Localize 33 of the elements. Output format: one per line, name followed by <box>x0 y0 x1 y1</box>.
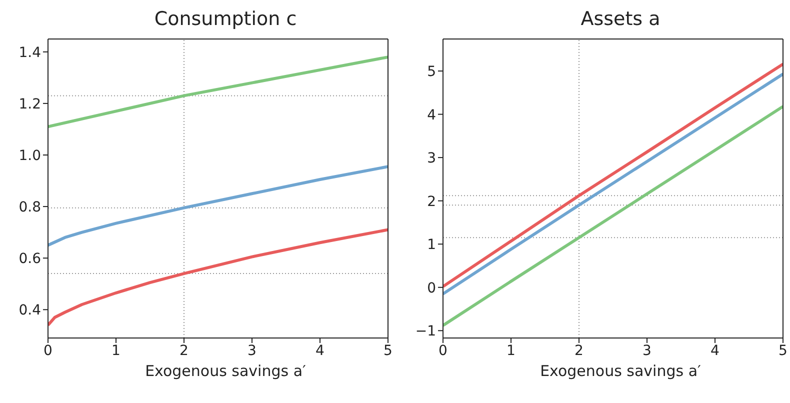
x-tick-label: 0 <box>44 342 52 359</box>
x-tick-label: 5 <box>384 342 392 359</box>
y-tick-label: 0.4 <box>18 302 42 319</box>
y-tick-label: 1.0 <box>18 148 41 164</box>
chart-title: Consumption c <box>153 8 298 32</box>
line-series <box>48 56 388 128</box>
y-tick-label: 4 <box>427 107 436 124</box>
y-tick-label: 1.4 <box>18 44 42 61</box>
y-tick-label: 2 <box>427 194 436 210</box>
y-tick-label: −1 <box>415 324 436 340</box>
x-tick-label: 0 <box>438 342 448 359</box>
line-series <box>48 165 388 247</box>
x-axis-title: Exogenous savings a′ <box>144 362 307 380</box>
y-tick-label: 0.6 <box>18 251 42 268</box>
chart-title: Assets a <box>580 8 662 32</box>
y-tick-label: 0 <box>427 280 436 296</box>
y-tick-label: 1 <box>427 237 436 254</box>
x-tick-label: 4 <box>316 342 325 359</box>
line-series <box>443 105 783 327</box>
y-tick-label: 5 <box>427 64 436 80</box>
y-tick-label: 1.2 <box>18 96 41 112</box>
y-tick-label: 3 <box>427 150 436 167</box>
line-series <box>48 228 388 327</box>
x-tick-label: 4 <box>710 342 720 359</box>
x-tick-label: 1 <box>112 342 120 359</box>
x-tick-label: 3 <box>642 342 652 359</box>
x-tick-label: 2 <box>574 342 584 359</box>
x-tick-label: 1 <box>506 342 516 359</box>
x-tick-label: 5 <box>778 342 788 359</box>
y-tick-label: 0.8 <box>18 200 41 216</box>
x-tick-label: 2 <box>180 342 188 359</box>
x-axis-title: Exogenous savings a′ <box>539 362 702 380</box>
x-tick-label: 3 <box>248 342 256 359</box>
